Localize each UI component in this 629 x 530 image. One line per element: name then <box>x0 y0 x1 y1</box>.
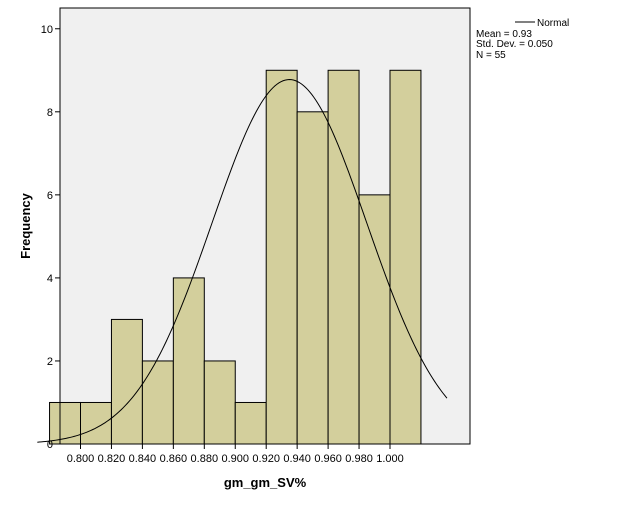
x-tick-label-0.840: 0.840 <box>129 453 157 465</box>
y-axis-title: Frequency <box>18 192 33 259</box>
histogram-bar-9 <box>296 111 329 445</box>
y-tick-label-10: 10 <box>41 24 53 36</box>
histogram-bar-3 <box>110 318 143 445</box>
histogram-bar-4 <box>141 360 174 445</box>
x-tick-label-0.900: 0.900 <box>221 453 249 465</box>
bars-group <box>49 69 422 445</box>
histogram-bar-12 <box>389 69 422 445</box>
x-tick-label-1.000: 1.000 <box>376 453 404 465</box>
x-tick-label-0.800: 0.800 <box>67 453 95 465</box>
normal-curve <box>37 79 448 443</box>
legend-normal-label: Normal <box>537 18 569 29</box>
x-axis-title: gm_gm_SV% <box>224 475 307 490</box>
y-tick-label-2: 2 <box>47 356 53 368</box>
legend-std-dev: Std. Dev. = 0.050 <box>476 39 553 50</box>
y-tick-label-8: 8 <box>47 107 53 119</box>
histogram-bar-2 <box>80 401 112 445</box>
y-tick-label-4: 4 <box>47 273 53 285</box>
x-axis: 0.800 0.820 0.840 0.860 0.880 0.900 0.920 0.940… <box>67 444 404 465</box>
x-tick-label-0.880: 0.880 <box>191 453 219 465</box>
histogram-bar-6 <box>203 360 236 445</box>
legend-mean: Mean = 0.93 <box>476 29 532 40</box>
y-axis: 0 2 4 6 8 10 <box>41 24 60 451</box>
x-tick-label-0.860: 0.860 <box>160 453 188 465</box>
histogram-bar-5 <box>172 277 205 445</box>
x-tick-label-0.920: 0.920 <box>252 453 280 465</box>
histogram-bar-10 <box>327 69 360 445</box>
histogram-bar-1 <box>49 401 81 445</box>
histogram-bar-11 <box>358 194 391 445</box>
legend: Normal Mean = 0.93 Std. Dev. = 0.050 N =… <box>476 18 569 61</box>
plot-frame <box>59 7 471 445</box>
histogram-bar-7 <box>234 401 267 445</box>
histogram-bar-8 <box>265 69 298 445</box>
x-tick-label-0.940: 0.940 <box>283 453 311 465</box>
x-tick-label-0.980: 0.980 <box>345 453 373 465</box>
y-tick-label-0: 0 <box>47 439 53 451</box>
x-tick-label-0.820: 0.820 <box>98 453 126 465</box>
y-tick-label-6: 6 <box>47 190 53 202</box>
x-tick-label-0.960: 0.960 <box>314 453 342 465</box>
legend-n: N = 55 <box>476 50 506 61</box>
